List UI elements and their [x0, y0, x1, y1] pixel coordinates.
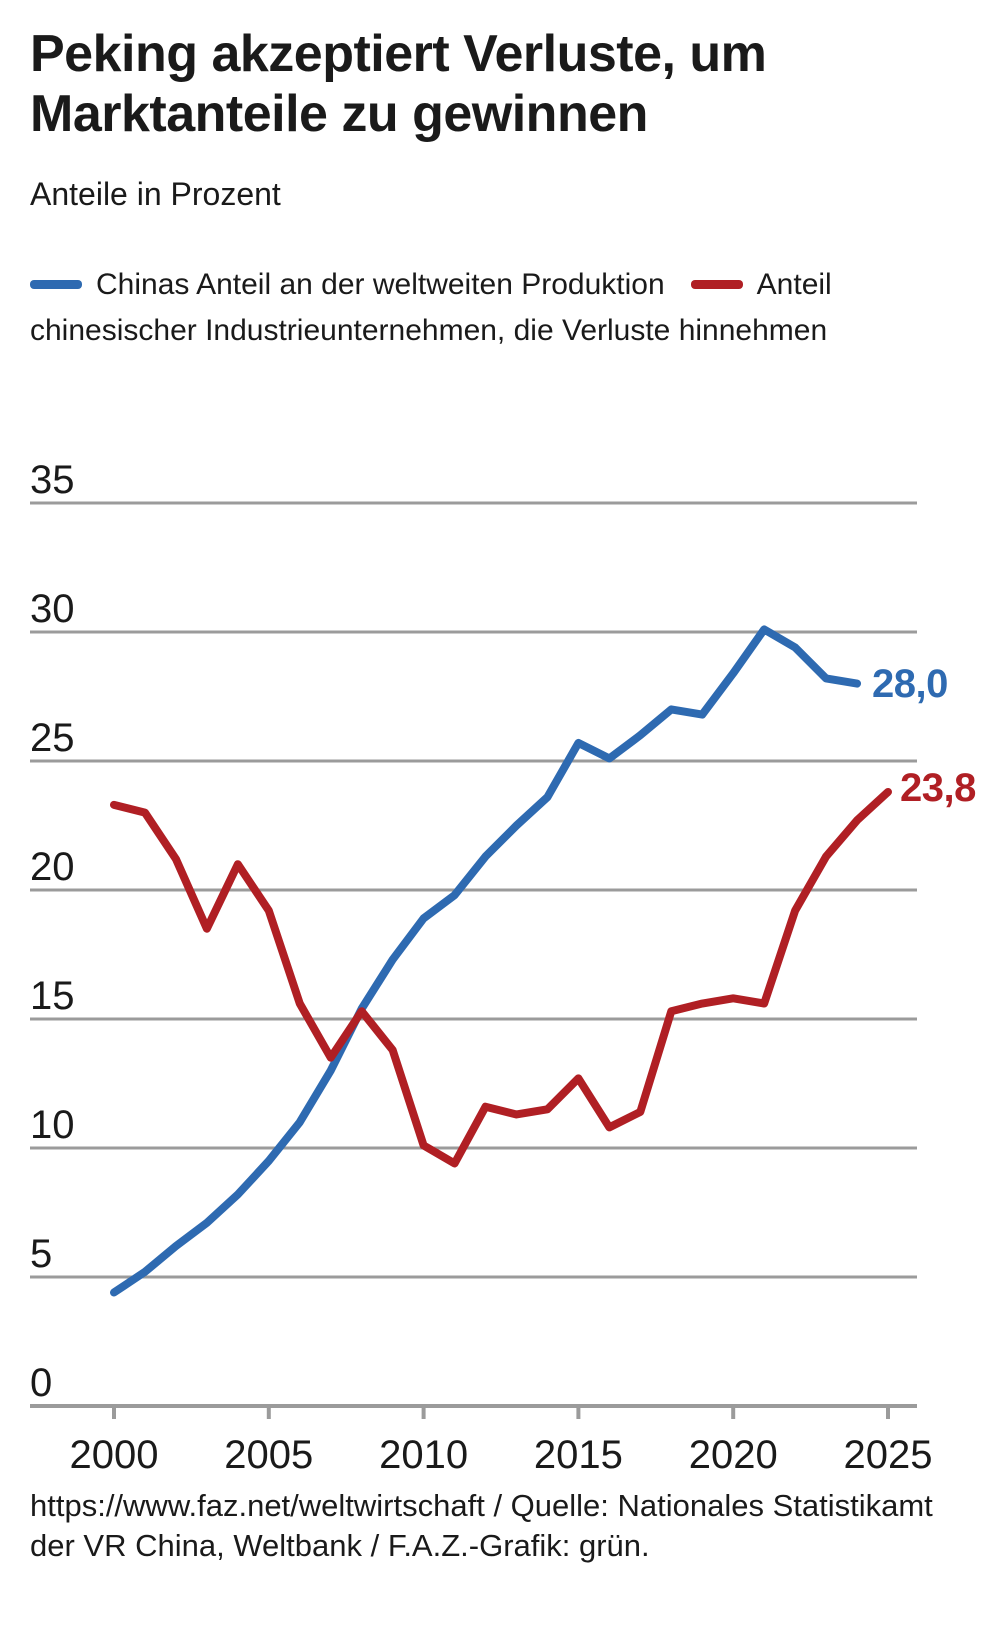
y-tick-label: 20 [30, 845, 75, 889]
y-tick-label: 10 [30, 1103, 75, 1147]
y-tick-label: 5 [30, 1232, 52, 1276]
y-tick-label: 35 [30, 458, 75, 502]
x-tick-label: 2005 [224, 1433, 313, 1477]
y-tick-label: 0 [30, 1361, 52, 1405]
legend-label-red: Anteil chinesischer Industrieunternehmen… [30, 268, 832, 347]
y-tick-label: 25 [30, 716, 75, 760]
chart-legend: Chinas Anteil an der weltweiten Produkti… [30, 262, 975, 354]
series-end-label-red: 23,8 [900, 766, 976, 810]
series-line-red [110, 787, 892, 1168]
legend-dash-red-icon [690, 279, 743, 289]
x-tick-label: 2000 [70, 1433, 159, 1477]
chart-subtitle: Anteile in Prozent [30, 176, 281, 212]
x-tick-label: 2015 [534, 1433, 623, 1477]
x-tick-label: 2020 [689, 1433, 778, 1477]
x-tick-label: 2010 [379, 1433, 468, 1477]
series-end-label-blue: 28,0 [872, 662, 948, 706]
x-tick-label: 2025 [844, 1433, 933, 1477]
series-line-blue [110, 625, 862, 1297]
y-tick-label: 30 [30, 587, 75, 631]
legend-dash-blue-icon [30, 279, 82, 289]
source-note: https://www.faz.net/weltwirtschaft / Que… [30, 1488, 933, 1563]
page-title: Peking akzeptiert Verluste, um Marktante… [30, 25, 767, 143]
legend-label-blue: Chinas Anteil an der weltweiten Produkti… [96, 268, 665, 301]
y-tick-label: 15 [30, 974, 75, 1018]
